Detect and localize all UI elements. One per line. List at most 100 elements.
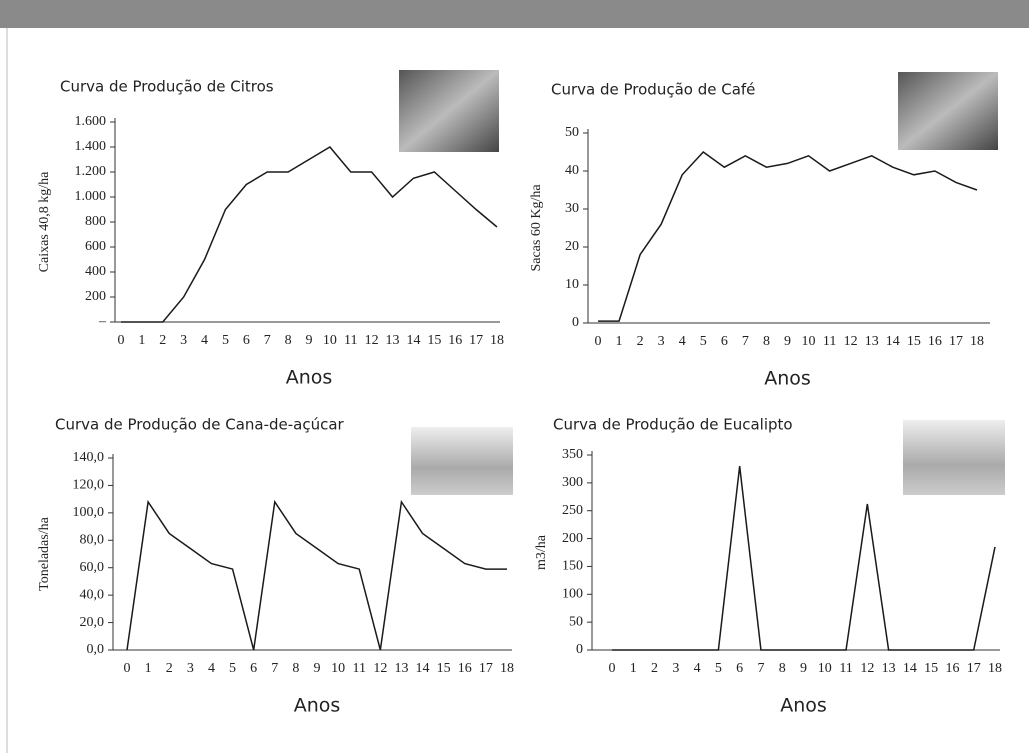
x-tick-label: 12 — [860, 661, 874, 676]
y-tick-label: – — [98, 314, 107, 329]
x-tick-label: 4 — [679, 334, 686, 349]
x-tick-label: 2 — [651, 661, 658, 676]
x-tick-label: 18 — [490, 333, 504, 348]
x-tick-label: 1 — [630, 661, 637, 676]
y-tick-label: 1.600 — [75, 114, 107, 129]
data-line — [598, 151, 978, 322]
x-tick-label: 8 — [779, 661, 786, 676]
x-tick-label: 5 — [700, 334, 707, 349]
x-axis-label: Anos — [286, 367, 333, 389]
y-tick-label: 80,0 — [80, 533, 105, 548]
x-axis-label: Anos — [780, 695, 827, 717]
x-tick-label: 12 — [373, 661, 387, 676]
y-tick-label: 0,0 — [87, 642, 105, 657]
x-tick-label: 14 — [406, 333, 420, 348]
x-tick-label: 7 — [264, 333, 271, 348]
x-tick-label: 5 — [222, 333, 229, 348]
y-tick-label: 350 — [562, 447, 583, 462]
x-tick-label: 16 — [928, 334, 942, 349]
data-line — [121, 146, 498, 323]
y-tick-label: 800 — [85, 214, 106, 229]
y-axis-label: m3/ha — [534, 534, 549, 570]
x-tick-label: 9 — [306, 333, 313, 348]
x-tick-label: 4 — [694, 661, 701, 676]
y-tick-label: 40 — [565, 163, 579, 178]
x-tick-label: 1 — [145, 661, 152, 676]
y-tick-label: 20,0 — [80, 615, 105, 630]
y-tick-label: 0 — [572, 315, 579, 330]
x-tick-label: 0 — [124, 661, 131, 676]
y-tick-label: 200 — [85, 289, 106, 304]
y-tick-label: 200 — [562, 531, 583, 546]
x-tick-label: 18 — [970, 334, 984, 349]
x-tick-label: 10 — [323, 333, 337, 348]
y-tick-label: 10 — [565, 277, 579, 292]
y-tick-label: 250 — [562, 503, 583, 518]
x-tick-label: 9 — [784, 334, 791, 349]
x-tick-label: 17 — [479, 661, 493, 676]
chart-title: Curva de Produção de Eucalipto — [553, 416, 793, 434]
x-tick-label: 11 — [839, 661, 852, 676]
x-tick-label: 5 — [715, 661, 722, 676]
x-tick-label: 7 — [742, 334, 749, 349]
y-tick-label: 100,0 — [73, 505, 105, 520]
x-tick-label: 10 — [818, 661, 832, 676]
x-tick-label: 17 — [967, 661, 981, 676]
x-tick-label: 14 — [903, 661, 917, 676]
x-tick-label: 12 — [365, 333, 379, 348]
data-line — [126, 499, 507, 651]
x-tick-label: 6 — [736, 661, 743, 676]
x-tick-label: 16 — [448, 333, 462, 348]
x-tick-label: 18 — [500, 661, 514, 676]
x-tick-label: 12 — [844, 334, 858, 349]
x-tick-label: 16 — [945, 661, 959, 676]
photo-eucalipto — [903, 420, 1005, 495]
y-axis-label: Caixas 40,8 kg/ha — [37, 171, 52, 272]
y-tick-label: 400 — [85, 264, 106, 279]
y-tick-label: 140,0 — [73, 450, 105, 465]
chart-title: Curva de Produção de Cana-de-açúcar — [55, 416, 345, 434]
x-tick-label: 2 — [159, 333, 166, 348]
y-axis-label: Sacas 60 Kg/ha — [529, 184, 544, 272]
y-tick-label: 50 — [569, 614, 583, 629]
x-tick-label: 7 — [757, 661, 764, 676]
x-tick-label: 0 — [595, 334, 602, 349]
x-tick-label: 6 — [250, 661, 257, 676]
x-axis-label: Anos — [294, 695, 341, 717]
y-tick-label: 40,0 — [80, 587, 105, 602]
y-tick-label: 20 — [565, 239, 579, 254]
x-tick-label: 8 — [292, 661, 299, 676]
x-tick-label: 6 — [721, 334, 728, 349]
y-tick-label: 600 — [85, 239, 106, 254]
chart-title: Curva de Produção de Citros — [60, 78, 274, 96]
y-tick-label: 60,0 — [80, 560, 105, 575]
x-tick-label: 3 — [180, 333, 187, 348]
x-tick-label: 16 — [458, 661, 472, 676]
x-tick-label: 15 — [437, 661, 451, 676]
y-tick-label: 0 — [576, 642, 583, 657]
x-tick-label: 5 — [229, 661, 236, 676]
y-tick-label: 300 — [562, 475, 583, 490]
x-tick-label: 13 — [394, 661, 408, 676]
x-tick-label: 6 — [243, 333, 250, 348]
y-tick-label: 1.000 — [75, 189, 107, 204]
x-tick-label: 8 — [285, 333, 292, 348]
photo-cana — [411, 427, 513, 495]
x-tick-label: 13 — [865, 334, 879, 349]
x-tick-label: 18 — [988, 661, 1002, 676]
y-axis-label: Toneladas/ha — [37, 516, 52, 590]
x-tick-label: 9 — [800, 661, 807, 676]
x-tick-label: 10 — [802, 334, 816, 349]
y-tick-label: 120,0 — [73, 478, 105, 493]
x-tick-label: 2 — [637, 334, 644, 349]
x-tick-label: 3 — [658, 334, 665, 349]
x-tick-label: 15 — [427, 333, 441, 348]
x-tick-label: 2 — [166, 661, 173, 676]
x-tick-label: 8 — [763, 334, 770, 349]
x-tick-label: 0 — [118, 333, 125, 348]
x-tick-label: 7 — [271, 661, 278, 676]
data-line — [612, 466, 996, 651]
y-tick-label: 1.400 — [75, 139, 107, 154]
x-tick-label: 14 — [416, 661, 430, 676]
